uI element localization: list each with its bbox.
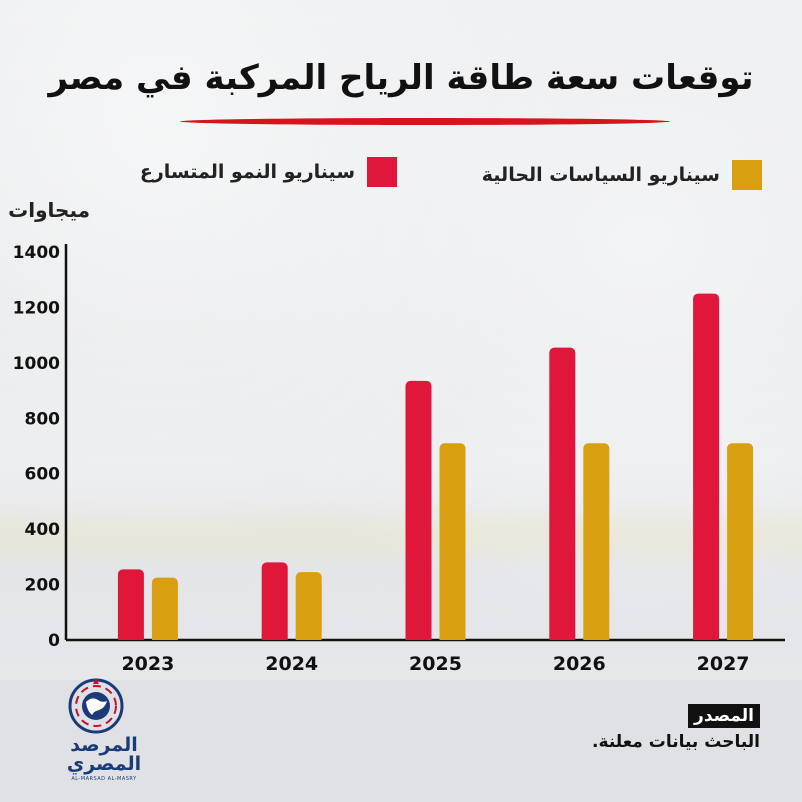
legend-label-policy: سيناريو السياسات الحالية xyxy=(481,164,720,186)
y-tick-label: 800 xyxy=(25,409,61,429)
y-tick-label: 600 xyxy=(25,465,61,485)
bar-base-policy-2023 xyxy=(151,635,178,640)
background-haze xyxy=(0,500,802,570)
bar-policy-2023 xyxy=(151,577,178,640)
x-tick-label: 2027 xyxy=(697,653,750,675)
y-axis-unit: ميجاوات xyxy=(8,198,90,222)
x-tick-label: 2023 xyxy=(121,653,174,675)
y-tick-label: 200 xyxy=(25,576,61,596)
bar-growth-2027 xyxy=(693,293,720,640)
bar-growth-2024 xyxy=(261,562,288,640)
y-tick-label: 1400 xyxy=(13,243,60,263)
title-underline xyxy=(180,118,670,125)
y-tick-label: 0 xyxy=(48,631,60,651)
bar-policy-2026 xyxy=(583,443,610,640)
y-tick-label: 400 xyxy=(25,520,61,540)
bar-base-growth-2023 xyxy=(117,635,144,640)
bar-base-growth-2027 xyxy=(693,635,720,640)
logo-wordmark: المرصد المصري xyxy=(56,736,152,774)
bar-base-growth-2025 xyxy=(405,635,432,640)
bar-growth-2026 xyxy=(549,347,576,640)
bar-base-policy-2025 xyxy=(439,635,466,640)
source-text: الباحث بيانات معلنة. xyxy=(592,732,760,752)
y-tick-label: 1000 xyxy=(13,354,60,374)
y-tick-label: 1200 xyxy=(13,298,60,318)
bar-growth-2023 xyxy=(117,569,144,640)
legend-swatch-policy xyxy=(732,160,762,190)
bar-base-growth-2024 xyxy=(261,635,288,640)
x-tick-label: 2025 xyxy=(409,653,462,675)
bar-base-policy-2026 xyxy=(583,635,610,640)
bar-base-policy-2027 xyxy=(727,635,754,640)
source-tag: المصدر xyxy=(688,704,760,728)
legend-policy: سيناريو السياسات الحالية xyxy=(482,160,762,190)
logo-subtitle: AL-MARSAD AL-MASRY xyxy=(71,776,137,782)
logo-globe-icon xyxy=(68,678,124,734)
bar-growth-2025 xyxy=(405,380,432,640)
logo-line-1: المرصد xyxy=(70,734,138,756)
bar-policy-2025 xyxy=(439,443,466,640)
bar-policy-2027 xyxy=(727,443,754,640)
chart-title: توقعات سعة طاقة الرياح المركبة في مصر xyxy=(48,58,754,98)
legend-label-growth: سيناريو النمو المتسارع xyxy=(139,161,355,183)
x-tick-label: 2026 xyxy=(553,653,606,675)
legend-growth: سيناريو النمو المتسارع xyxy=(140,157,397,187)
bar-policy-2024 xyxy=(295,572,322,640)
footer-band xyxy=(0,680,802,802)
x-tick-label: 2024 xyxy=(265,653,318,675)
logo-line-2: المصري xyxy=(66,753,142,775)
legend-swatch-growth xyxy=(367,157,397,187)
bar-base-growth-2026 xyxy=(549,635,576,640)
bar-base-policy-2024 xyxy=(295,635,322,640)
